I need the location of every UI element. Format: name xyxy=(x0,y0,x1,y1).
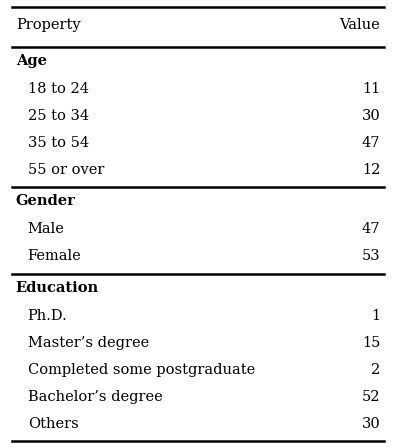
Text: 15: 15 xyxy=(362,336,380,349)
Text: Female: Female xyxy=(28,249,82,263)
Text: Ph.D.: Ph.D. xyxy=(28,309,67,323)
Text: 55 or over: 55 or over xyxy=(28,163,104,177)
Text: Property: Property xyxy=(16,18,80,32)
Text: 11: 11 xyxy=(362,82,380,95)
Text: 25 to 34: 25 to 34 xyxy=(28,109,89,123)
Text: Value: Value xyxy=(339,18,380,32)
Text: 30: 30 xyxy=(362,109,380,123)
Text: 47: 47 xyxy=(362,136,380,150)
Text: Completed some postgraduate: Completed some postgraduate xyxy=(28,363,255,377)
Text: 1: 1 xyxy=(371,309,380,323)
Text: Master’s degree: Master’s degree xyxy=(28,336,149,349)
Text: 30: 30 xyxy=(362,417,380,431)
Text: 18 to 24: 18 to 24 xyxy=(28,82,89,95)
Text: Age: Age xyxy=(16,54,47,68)
Text: 2: 2 xyxy=(371,363,380,377)
Text: Gender: Gender xyxy=(16,194,76,208)
Text: Others: Others xyxy=(28,417,78,431)
Text: Education: Education xyxy=(16,281,99,295)
Text: 52: 52 xyxy=(362,390,380,404)
Text: 53: 53 xyxy=(362,249,380,263)
Text: Bachelor’s degree: Bachelor’s degree xyxy=(28,390,162,404)
Text: 12: 12 xyxy=(362,163,380,177)
Text: 35 to 54: 35 to 54 xyxy=(28,136,89,150)
Text: Male: Male xyxy=(28,222,65,236)
Text: 47: 47 xyxy=(362,222,380,236)
